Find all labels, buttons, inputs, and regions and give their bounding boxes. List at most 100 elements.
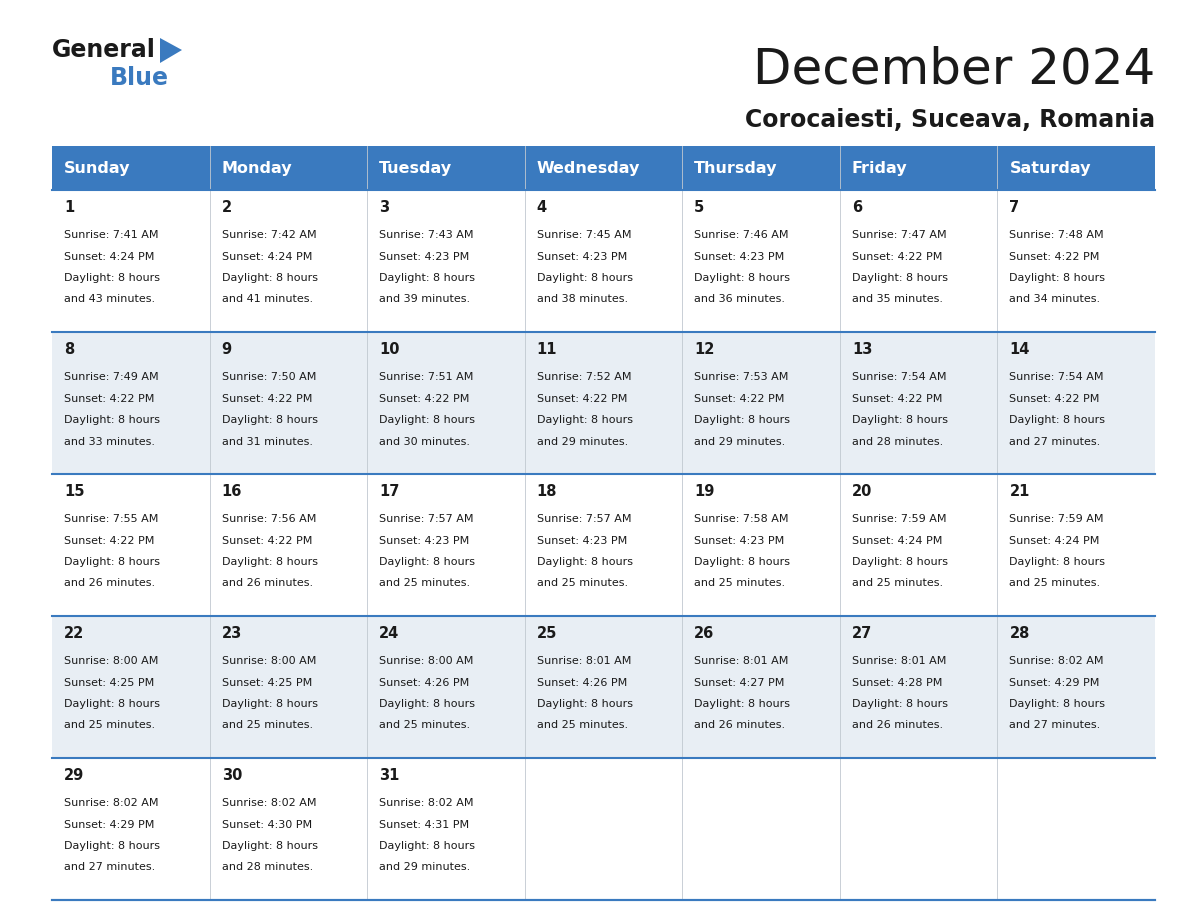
Text: and 25 minutes.: and 25 minutes.	[1010, 578, 1100, 588]
Text: 9: 9	[222, 342, 232, 357]
Text: Daylight: 8 hours: Daylight: 8 hours	[379, 273, 475, 283]
Text: Sunset: 4:25 PM: Sunset: 4:25 PM	[222, 677, 311, 688]
Text: Thursday: Thursday	[694, 161, 778, 175]
Bar	[52, 474, 1155, 616]
Text: Sunset: 4:23 PM: Sunset: 4:23 PM	[537, 535, 627, 545]
Text: 2: 2	[222, 200, 232, 215]
Text: 25: 25	[537, 626, 557, 641]
Text: Saturday: Saturday	[1010, 161, 1091, 175]
Text: Daylight: 8 hours: Daylight: 8 hours	[64, 841, 160, 851]
Text: Sunrise: 7:46 AM: Sunrise: 7:46 AM	[694, 230, 789, 240]
Text: and 29 minutes.: and 29 minutes.	[694, 436, 785, 446]
Text: 28: 28	[1010, 626, 1030, 641]
Text: Sunset: 4:24 PM: Sunset: 4:24 PM	[222, 252, 312, 262]
Text: Sunset: 4:23 PM: Sunset: 4:23 PM	[379, 252, 469, 262]
Text: Sunset: 4:22 PM: Sunset: 4:22 PM	[694, 394, 784, 404]
Text: Sunset: 4:22 PM: Sunset: 4:22 PM	[537, 394, 627, 404]
Text: Daylight: 8 hours: Daylight: 8 hours	[222, 557, 317, 567]
Bar	[52, 616, 1155, 758]
Text: Daylight: 8 hours: Daylight: 8 hours	[1010, 699, 1105, 709]
Text: Daylight: 8 hours: Daylight: 8 hours	[64, 557, 160, 567]
Text: 29: 29	[64, 768, 84, 783]
Text: Sunset: 4:24 PM: Sunset: 4:24 PM	[852, 535, 942, 545]
Text: Sunset: 4:22 PM: Sunset: 4:22 PM	[64, 535, 154, 545]
Text: Sunrise: 8:00 AM: Sunrise: 8:00 AM	[379, 656, 474, 666]
Text: and 28 minutes.: and 28 minutes.	[852, 436, 943, 446]
Text: Sunrise: 7:42 AM: Sunrise: 7:42 AM	[222, 230, 316, 240]
Text: and 39 minutes.: and 39 minutes.	[379, 295, 470, 305]
Text: Sunrise: 7:48 AM: Sunrise: 7:48 AM	[1010, 230, 1104, 240]
Text: Daylight: 8 hours: Daylight: 8 hours	[537, 699, 633, 709]
Text: 27: 27	[852, 626, 872, 641]
Text: Friday: Friday	[852, 161, 908, 175]
Text: Sunset: 4:25 PM: Sunset: 4:25 PM	[64, 677, 154, 688]
Text: Sunrise: 7:47 AM: Sunrise: 7:47 AM	[852, 230, 947, 240]
Text: 21: 21	[1010, 484, 1030, 499]
Text: 3: 3	[379, 200, 390, 215]
Text: December 2024: December 2024	[753, 46, 1155, 94]
Text: 5: 5	[694, 200, 704, 215]
Text: and 25 minutes.: and 25 minutes.	[64, 721, 156, 731]
Text: Sunrise: 8:01 AM: Sunrise: 8:01 AM	[694, 656, 789, 666]
Text: and 28 minutes.: and 28 minutes.	[222, 863, 312, 872]
Text: Sunrise: 7:58 AM: Sunrise: 7:58 AM	[694, 514, 789, 524]
Text: 23: 23	[222, 626, 242, 641]
Text: Blue: Blue	[110, 66, 169, 90]
Text: Sunset: 4:22 PM: Sunset: 4:22 PM	[1010, 394, 1100, 404]
Text: Sunrise: 7:41 AM: Sunrise: 7:41 AM	[64, 230, 158, 240]
Text: Daylight: 8 hours: Daylight: 8 hours	[379, 557, 475, 567]
Text: Daylight: 8 hours: Daylight: 8 hours	[1010, 273, 1105, 283]
Text: Sunset: 4:28 PM: Sunset: 4:28 PM	[852, 677, 942, 688]
Text: Sunset: 4:24 PM: Sunset: 4:24 PM	[1010, 535, 1100, 545]
Text: Daylight: 8 hours: Daylight: 8 hours	[1010, 415, 1105, 425]
Text: and 29 minutes.: and 29 minutes.	[379, 863, 470, 872]
Text: Sunrise: 8:02 AM: Sunrise: 8:02 AM	[222, 798, 316, 808]
Text: Daylight: 8 hours: Daylight: 8 hours	[852, 415, 948, 425]
Bar	[52, 332, 1155, 474]
Text: 6: 6	[852, 200, 862, 215]
Text: Sunrise: 8:00 AM: Sunrise: 8:00 AM	[64, 656, 158, 666]
Text: Daylight: 8 hours: Daylight: 8 hours	[64, 273, 160, 283]
Text: Sunrise: 8:01 AM: Sunrise: 8:01 AM	[852, 656, 946, 666]
Text: and 33 minutes.: and 33 minutes.	[64, 436, 154, 446]
Text: Sunset: 4:22 PM: Sunset: 4:22 PM	[222, 394, 312, 404]
Text: Sunrise: 8:02 AM: Sunrise: 8:02 AM	[1010, 656, 1104, 666]
Text: Daylight: 8 hours: Daylight: 8 hours	[222, 841, 317, 851]
Text: Daylight: 8 hours: Daylight: 8 hours	[222, 415, 317, 425]
Text: Sunset: 4:22 PM: Sunset: 4:22 PM	[1010, 252, 1100, 262]
Text: Daylight: 8 hours: Daylight: 8 hours	[852, 699, 948, 709]
Text: 24: 24	[379, 626, 399, 641]
Text: and 26 minutes.: and 26 minutes.	[694, 721, 785, 731]
Text: Sunrise: 7:53 AM: Sunrise: 7:53 AM	[694, 372, 789, 382]
Text: and 35 minutes.: and 35 minutes.	[852, 295, 943, 305]
Text: Sunset: 4:26 PM: Sunset: 4:26 PM	[379, 677, 469, 688]
Text: Sunset: 4:22 PM: Sunset: 4:22 PM	[852, 394, 942, 404]
Text: Sunset: 4:23 PM: Sunset: 4:23 PM	[537, 252, 627, 262]
Text: 14: 14	[1010, 342, 1030, 357]
Text: Sunset: 4:30 PM: Sunset: 4:30 PM	[222, 820, 311, 830]
Text: Sunrise: 7:57 AM: Sunrise: 7:57 AM	[537, 514, 631, 524]
Text: and 26 minutes.: and 26 minutes.	[222, 578, 312, 588]
Bar	[52, 190, 1155, 332]
Text: Daylight: 8 hours: Daylight: 8 hours	[537, 415, 633, 425]
Text: Sunset: 4:29 PM: Sunset: 4:29 PM	[64, 820, 154, 830]
Text: and 25 minutes.: and 25 minutes.	[694, 578, 785, 588]
Text: 17: 17	[379, 484, 399, 499]
Text: Daylight: 8 hours: Daylight: 8 hours	[379, 415, 475, 425]
Text: Sunset: 4:29 PM: Sunset: 4:29 PM	[1010, 677, 1100, 688]
Text: Sunset: 4:27 PM: Sunset: 4:27 PM	[694, 677, 784, 688]
Text: and 31 minutes.: and 31 minutes.	[222, 436, 312, 446]
Text: 8: 8	[64, 342, 74, 357]
Text: Sunset: 4:22 PM: Sunset: 4:22 PM	[379, 394, 469, 404]
Text: Daylight: 8 hours: Daylight: 8 hours	[379, 841, 475, 851]
Text: Daylight: 8 hours: Daylight: 8 hours	[537, 273, 633, 283]
Text: Sunrise: 8:01 AM: Sunrise: 8:01 AM	[537, 656, 631, 666]
Text: and 38 minutes.: and 38 minutes.	[537, 295, 627, 305]
Text: Sunset: 4:23 PM: Sunset: 4:23 PM	[379, 535, 469, 545]
Text: Sunrise: 7:50 AM: Sunrise: 7:50 AM	[222, 372, 316, 382]
Text: General: General	[52, 38, 156, 62]
Text: Daylight: 8 hours: Daylight: 8 hours	[379, 699, 475, 709]
Text: 4: 4	[537, 200, 546, 215]
Text: Sunrise: 7:54 AM: Sunrise: 7:54 AM	[1010, 372, 1104, 382]
Text: Daylight: 8 hours: Daylight: 8 hours	[1010, 557, 1105, 567]
